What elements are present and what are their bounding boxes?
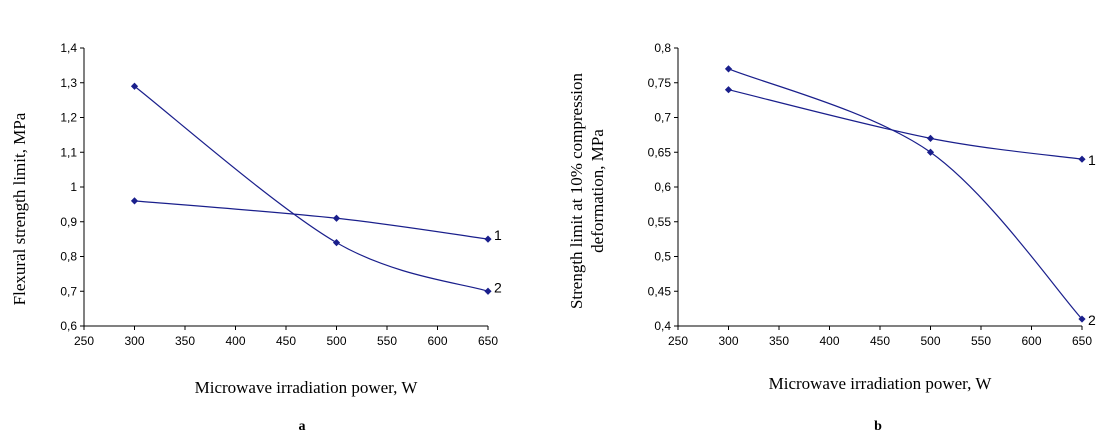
panel-b-series-1-point [1078, 155, 1086, 163]
panel-b-x-axis-title: Microwave irradiation power, W [769, 374, 993, 393]
panel-b-y-tick-label: 0,65 [648, 145, 672, 159]
panel-b-y-axis-title: Strength limit at 10% compression deform… [567, 72, 607, 309]
panel-b-series-2-line [728, 68, 1083, 320]
panel-a-y-tick-label: 1,1 [60, 145, 77, 159]
panel-a-y-tick-label: 0,9 [60, 215, 77, 229]
panel-b-series-2-point [926, 148, 935, 156]
panel-a-y-axis-title: Flexural strength limit, MPa [10, 112, 29, 305]
panel-a-y-tick-label: 0,6 [60, 319, 77, 333]
panel-b-series-2-label: 2 [1088, 312, 1096, 328]
panel-b-y-tick-label: 0,7 [654, 111, 671, 125]
panel-a-y-tick-label: 1,4 [60, 41, 77, 55]
panel-a-series-2-label: 2 [494, 279, 502, 295]
panel-a-x-tick-label: 300 [124, 334, 144, 348]
panel-a-plot: 0,6 0,7 0,8 0,9 1 1,1 1,2 1,3 1,4 250 300 350 400 450… [60, 41, 502, 348]
panel-a-y-tick-label: 0,8 [60, 250, 77, 264]
panel-b: Strength limit at 10% compression deform… [567, 72, 992, 434]
panel-b-x-tick-label: 500 [920, 334, 940, 348]
panel-b-y-tick-label: 0,45 [648, 284, 672, 298]
panel-b-y-tick-label: 0,8 [654, 41, 671, 55]
panel-b-series-1-line [728, 89, 1083, 160]
panel-a-series-2-line [134, 85, 489, 292]
panel-a-label: a [299, 419, 306, 434]
panel-b-x-tick-label: 250 [668, 334, 688, 348]
panel-a-y-axis-title-text: Flexural strength limit, MPa [10, 112, 29, 305]
panel-b-y-tick-label: 0,6 [654, 180, 671, 194]
panel-b-x-tick-label: 550 [971, 334, 991, 348]
panel-a-x-tick-label: 550 [377, 334, 397, 348]
panel-a-y-tick-label: 0,7 [60, 284, 77, 298]
panel-b-series-1-point [926, 134, 935, 142]
panel-a-series-1-point [130, 197, 139, 205]
panel-b-y-tick-label: 0,75 [648, 76, 672, 90]
panel-a-x-axis-title: Microwave irradiation power, W [195, 378, 419, 397]
panel-b-plot: 0,4 0,45 0,5 0,55 0,6 0,65 0,7 0,75 0,8 250 300 350… [648, 41, 1096, 348]
panel-b-label: b [874, 419, 882, 434]
panel-b-series-1-point [724, 86, 733, 94]
panel-b-x-tick-label: 450 [870, 334, 890, 348]
panel-a-y-tick-label: 1 [70, 180, 77, 194]
panel-b-x-tick-label: 350 [769, 334, 789, 348]
panel-b-y-tick-label: 0,5 [654, 250, 671, 264]
panel-b-y-tick-label: 0,55 [648, 215, 672, 229]
panel-a-x-tick-label: 450 [276, 334, 296, 348]
panel-a-series-2-point [484, 287, 492, 295]
panel-a-series-1-point [332, 214, 341, 222]
panel-a: Flexural strength limit, MPa Microwave i… [10, 112, 418, 434]
panel-a-x-tick-label: 400 [225, 334, 245, 348]
panel-a-series-2-point [130, 82, 139, 90]
panel-b-x-tick-label: 300 [718, 334, 738, 348]
panel-b-x-tick-label: 600 [1021, 334, 1041, 348]
panel-a-x-tick-label: 500 [326, 334, 346, 348]
panel-b-series-2-point [1078, 315, 1086, 323]
panel-b-x-tick-label: 400 [819, 334, 839, 348]
panel-b-series-2-point [724, 65, 733, 73]
panel-a-series-1-line [134, 200, 489, 240]
panel-a-series-1-point [484, 235, 492, 243]
panel-a-x-tick-label: 650 [478, 334, 498, 348]
panel-a-y-tick-label: 1,3 [60, 76, 77, 90]
panel-a-x-tick-label: 350 [175, 334, 195, 348]
panel-b-series-1-label: 1 [1088, 152, 1096, 168]
panel-b-x-tick-label: 650 [1072, 334, 1092, 348]
panel-b-y-axis-title-line-2: deformation, MPa [588, 129, 607, 253]
panel-a-x-tick-label: 600 [427, 334, 447, 348]
panel-b-y-tick-label: 0,4 [654, 319, 671, 333]
panel-a-series-2-point [332, 239, 341, 247]
panel-a-y-tick-label: 1,2 [60, 111, 77, 125]
panel-b-y-axis-title-line-1: Strength limit at 10% compression [567, 72, 586, 309]
panel-a-series-1-label: 1 [494, 227, 502, 243]
panel-a-x-tick-label: 250 [74, 334, 94, 348]
